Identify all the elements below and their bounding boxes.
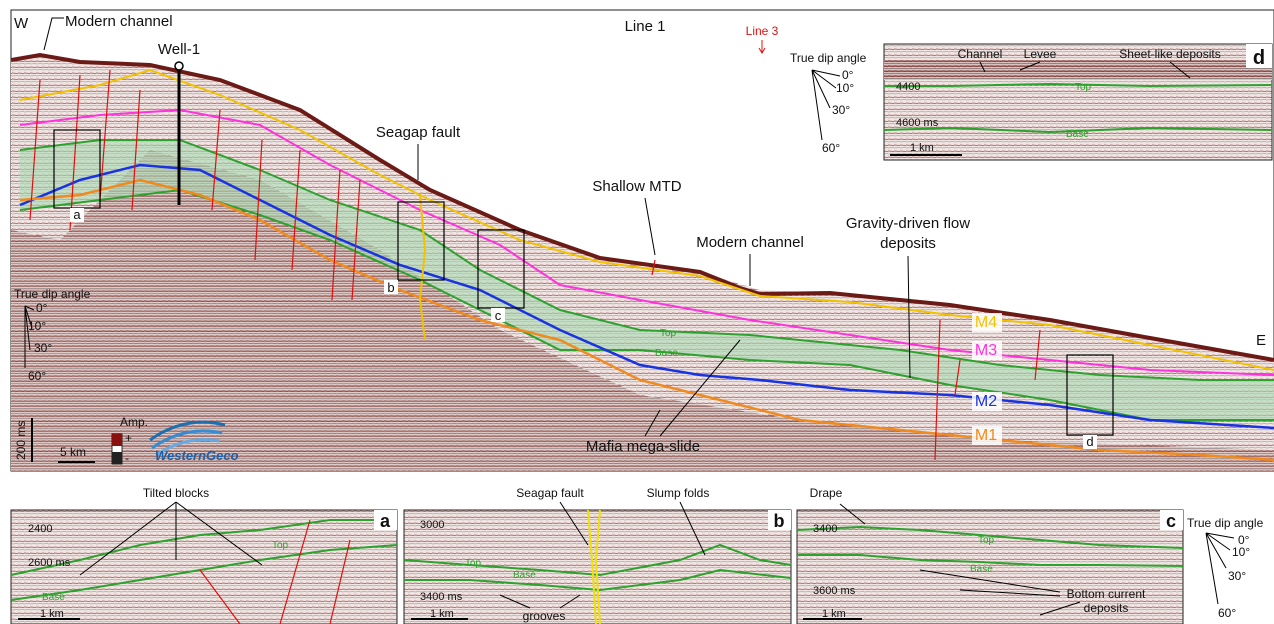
panel-c-scale: 1 km xyxy=(822,608,846,620)
inset-d-channel: Channel xyxy=(958,47,1003,61)
east-label: E xyxy=(1256,332,1266,349)
panel-a-depth-1: 2400 xyxy=(28,523,52,535)
dip-60: 60° xyxy=(28,369,46,383)
gravity-flow-label-1: Gravity-driven flow xyxy=(846,215,970,232)
panel-c-dip-30: 30° xyxy=(1228,569,1246,583)
dip-legend-main: True dip angle 0° 10° 30° 60° xyxy=(14,287,91,383)
well-marker xyxy=(174,61,184,71)
box-c-letter: c xyxy=(495,308,502,323)
scale-bars: 200 ms 5 km xyxy=(14,418,95,463)
shallow-mtd-label: Shallow MTD xyxy=(592,178,681,195)
main-panel: a b c d Well-1 W E Line 1 Line 3 Modern … xyxy=(10,9,1274,472)
amp-label: Amp. xyxy=(120,415,148,429)
panel-c-letter: c xyxy=(1166,511,1176,531)
main-base-label: Base xyxy=(655,348,678,359)
panel-c: c Drape Bottom current deposits 3400 360… xyxy=(796,486,1264,624)
inset-d-sheet: Sheet-like deposits xyxy=(1119,47,1220,61)
panel-c-dip-60: 60° xyxy=(1218,606,1236,620)
inset-d-levee: Levee xyxy=(1024,47,1057,61)
inset-d-top: Top xyxy=(1075,82,1092,93)
inset-d-depth-2: 4600 ms xyxy=(896,117,939,129)
panel-b-slump: Slump folds xyxy=(647,486,710,500)
horizon-label-m1: M1 xyxy=(975,427,997,444)
gravity-flow-label-2: deposits xyxy=(880,235,936,252)
inset-d-dip-30: 30° xyxy=(832,103,850,117)
amp-minus: - xyxy=(125,451,129,465)
panel-b-base: Base xyxy=(513,570,536,581)
box-b xyxy=(397,201,445,281)
panel-a-letter: a xyxy=(380,511,391,531)
panel-b-letter: b xyxy=(774,511,785,531)
inset-d: d Channel Levee Sheet-like deposits Top … xyxy=(790,43,1273,161)
box-d-letter: d xyxy=(1086,434,1093,449)
time-scale-label: 200 ms xyxy=(14,421,28,460)
main-top-label: Top xyxy=(660,328,677,339)
horizon-m3-line xyxy=(19,108,1274,376)
horizon-label-m3: M3 xyxy=(975,342,997,359)
panel-c-bottom-1: Bottom current xyxy=(1067,587,1146,601)
panel-b-depth-2: 3400 ms xyxy=(420,591,463,603)
distance-scale-label: 5 km xyxy=(60,445,86,459)
panel-a-title: Tilted blocks xyxy=(143,486,209,500)
horizon-label-bg-m4 xyxy=(972,313,1002,332)
panel-a-scale: 1 km xyxy=(40,608,64,620)
panel-a: a Tilted blocks 2400 2600 ms Top Base 1 … xyxy=(10,486,398,624)
westerngeco-logo: WesternGeco xyxy=(149,420,239,463)
inset-d-scale: 1 km xyxy=(910,142,934,154)
panel-b-depth-1: 3000 xyxy=(420,519,444,531)
mtd-body xyxy=(20,140,1274,420)
logo-text: WesternGeco xyxy=(155,448,239,463)
horizon-label-m2: M2 xyxy=(975,393,997,410)
dip-30: 30° xyxy=(34,341,52,355)
dip-legend-title: True dip angle xyxy=(14,287,91,301)
panel-c-top: Top xyxy=(978,535,995,546)
dip-0: 0° xyxy=(36,301,48,315)
inset-d-letter: d xyxy=(1253,47,1265,69)
horizon-label-m4: M4 xyxy=(975,314,997,331)
inset-d-dip-10: 10° xyxy=(836,81,854,95)
panel-a-top: Top xyxy=(272,540,289,551)
panel-c-base: Base xyxy=(970,564,993,575)
box-b-letter: b xyxy=(387,280,394,295)
seagap-fault-label: Seagap fault xyxy=(376,124,461,141)
panel-b-top: Top xyxy=(465,558,482,569)
panel-b-scale: 1 km xyxy=(430,608,454,620)
amp-plus: + xyxy=(125,431,132,445)
inset-d-depth-1: 4400 xyxy=(896,81,920,93)
panel-c-drape: Drape xyxy=(810,486,843,500)
modern-channel-right-label: Modern channel xyxy=(696,234,804,251)
main-title: Line 1 xyxy=(625,18,666,35)
panel-a-depth-2: 2600 ms xyxy=(28,557,71,569)
horizon-label-bg-m2 xyxy=(972,392,1002,411)
mafia-label: Mafia mega-slide xyxy=(586,438,700,455)
panel-c-dip-0: 0° xyxy=(1238,533,1250,547)
panel-c-depth-2: 3600 ms xyxy=(813,585,856,597)
inset-d-base: Base xyxy=(1066,129,1089,140)
inset-d-dip-title: True dip angle xyxy=(790,51,867,65)
panel-a-base: Base xyxy=(42,592,65,603)
line3-label: Line 3 xyxy=(746,24,779,38)
panel-b-fault: Seagap fault xyxy=(516,486,584,500)
west-label: W xyxy=(14,15,29,32)
horizon-label-bg-m3 xyxy=(972,341,1002,360)
horizon-label-bg-m1 xyxy=(972,426,1002,445)
modern-channel-left-label: Modern channel xyxy=(65,13,173,30)
inset-d-dip-60: 60° xyxy=(822,141,840,155)
fault-lines xyxy=(29,69,1041,461)
well-label: Well-1 xyxy=(158,41,200,58)
panel-c-depth-1: 3400 xyxy=(813,523,837,535)
panel-c-dip-10: 10° xyxy=(1232,545,1250,559)
panel-b: b Seagap fault Slump folds grooves 3000 … xyxy=(403,486,792,624)
inset-d-dip-0: 0° xyxy=(842,68,854,82)
box-a-letter: a xyxy=(73,207,81,222)
panel-c-bottom-2: deposits xyxy=(1084,601,1129,615)
dip-10: 10° xyxy=(28,319,46,333)
panel-b-grooves: grooves xyxy=(523,609,566,623)
panel-c-dip-title: True dip angle xyxy=(1187,516,1264,530)
amplitude-legend: Amp. + - xyxy=(111,415,148,465)
